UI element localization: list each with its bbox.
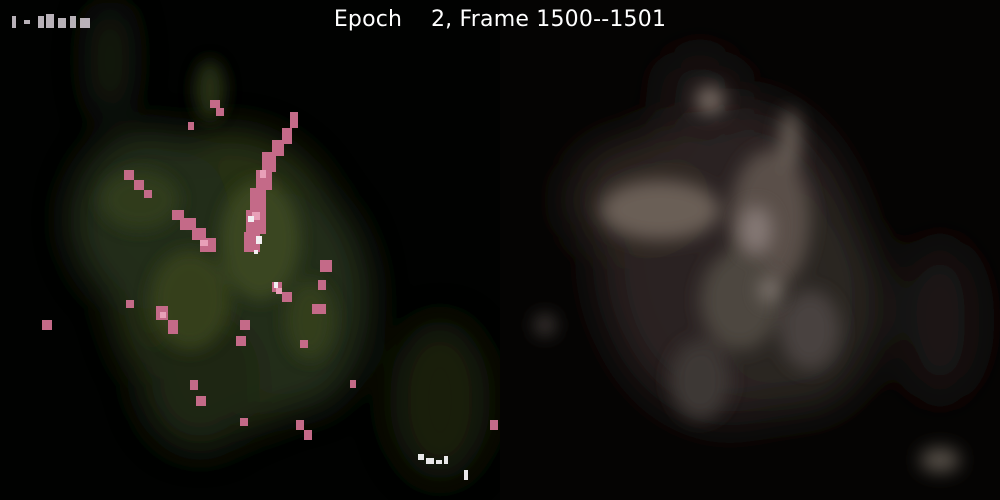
frame-title: Epoch 2, Frame 1500--1501 [333,7,667,32]
left-frame-drawing [12,0,498,480]
right-frame-image [500,0,1000,500]
left-frame-image [12,0,498,480]
right-frame-drawing [500,0,1000,500]
